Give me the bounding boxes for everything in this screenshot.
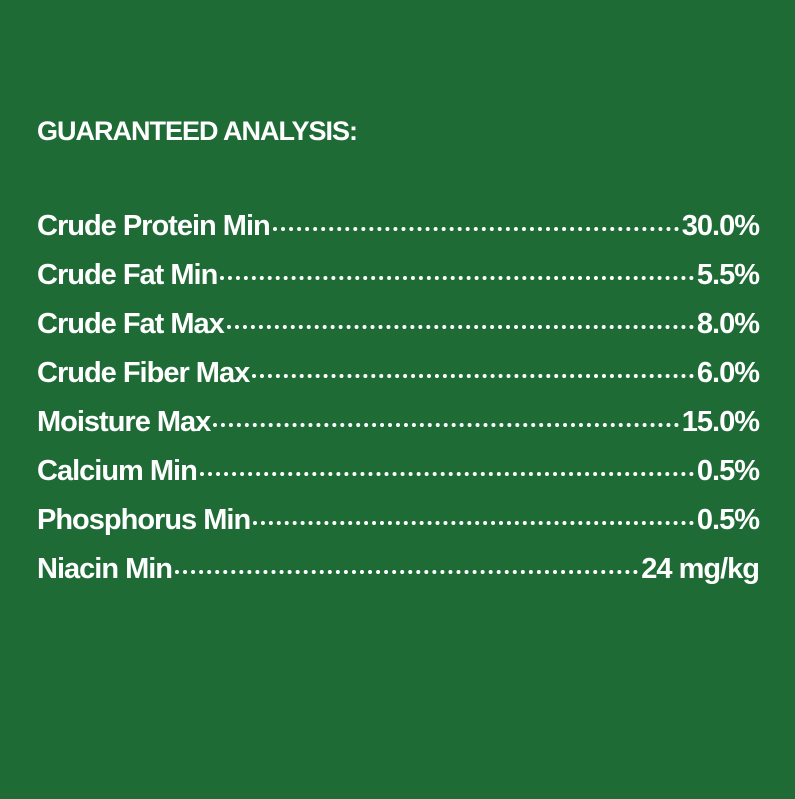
dot-leader bbox=[220, 276, 694, 280]
row-label: Calcium Min bbox=[37, 455, 198, 487]
dot-leader bbox=[199, 472, 694, 476]
row-label: Crude Fiber Max bbox=[37, 357, 250, 389]
row-label: Niacin Min bbox=[37, 553, 173, 585]
dot-leader bbox=[272, 227, 679, 231]
row-value: 6.0% bbox=[696, 357, 760, 389]
analysis-row: Calcium Min 0.5% bbox=[37, 455, 760, 504]
dot-leader bbox=[226, 325, 694, 329]
dot-leader bbox=[213, 423, 679, 427]
row-value: 0.5% bbox=[696, 455, 760, 487]
row-value: 30.0% bbox=[681, 210, 760, 242]
analysis-row: Crude Fat Max 8.0% bbox=[37, 308, 760, 357]
analysis-row: Crude Protein Min 30.0% bbox=[37, 210, 760, 259]
row-label: Moisture Max bbox=[37, 406, 211, 438]
row-value: 15.0% bbox=[681, 406, 760, 438]
analysis-row: Niacin Min 24 mg/kg bbox=[37, 553, 760, 602]
dot-leader bbox=[175, 570, 639, 574]
analysis-row: Crude Fat Min 5.5% bbox=[37, 259, 760, 308]
row-label: Crude Protein Min bbox=[37, 210, 271, 242]
row-value: 24 mg/kg bbox=[641, 553, 760, 585]
analysis-row: Crude Fiber Max 6.0% bbox=[37, 357, 760, 406]
dot-leader bbox=[252, 374, 694, 378]
analysis-list: Crude Protein Min 30.0% Crude Fat Min 5.5% C… bbox=[37, 210, 760, 602]
row-value: 8.0% bbox=[696, 308, 760, 340]
row-label: Crude Fat Max bbox=[37, 308, 225, 340]
row-value: 0.5% bbox=[696, 504, 760, 536]
row-label: Phosphorus Min bbox=[37, 504, 251, 536]
title: GUARANTEED ANALYSIS: bbox=[37, 116, 358, 146]
dot-leader bbox=[253, 521, 694, 525]
row-value: 5.5% bbox=[696, 259, 760, 291]
analysis-row: Moisture Max 15.0% bbox=[37, 406, 760, 455]
analysis-row: Phosphorus Min 0.5% bbox=[37, 504, 760, 553]
row-label: Crude Fat Min bbox=[37, 259, 218, 291]
